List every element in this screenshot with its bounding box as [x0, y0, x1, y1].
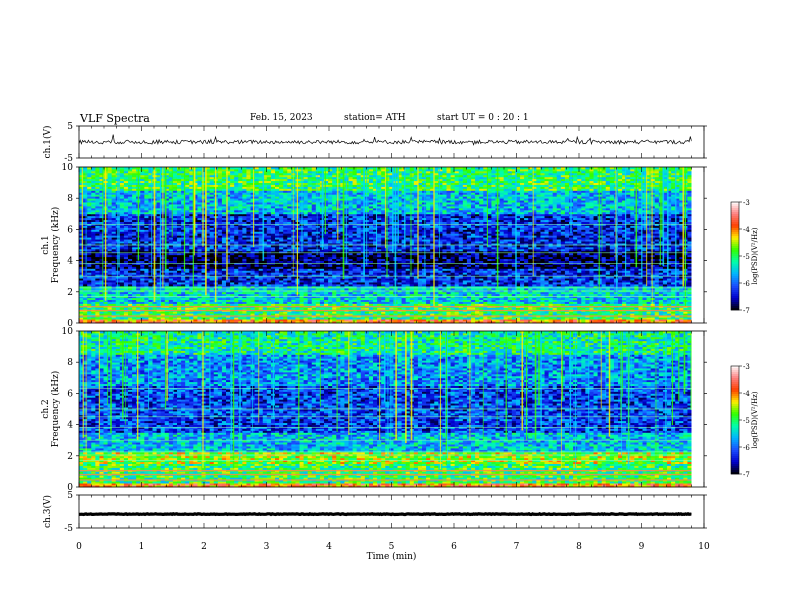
spectrogram-1: [79, 167, 704, 323]
